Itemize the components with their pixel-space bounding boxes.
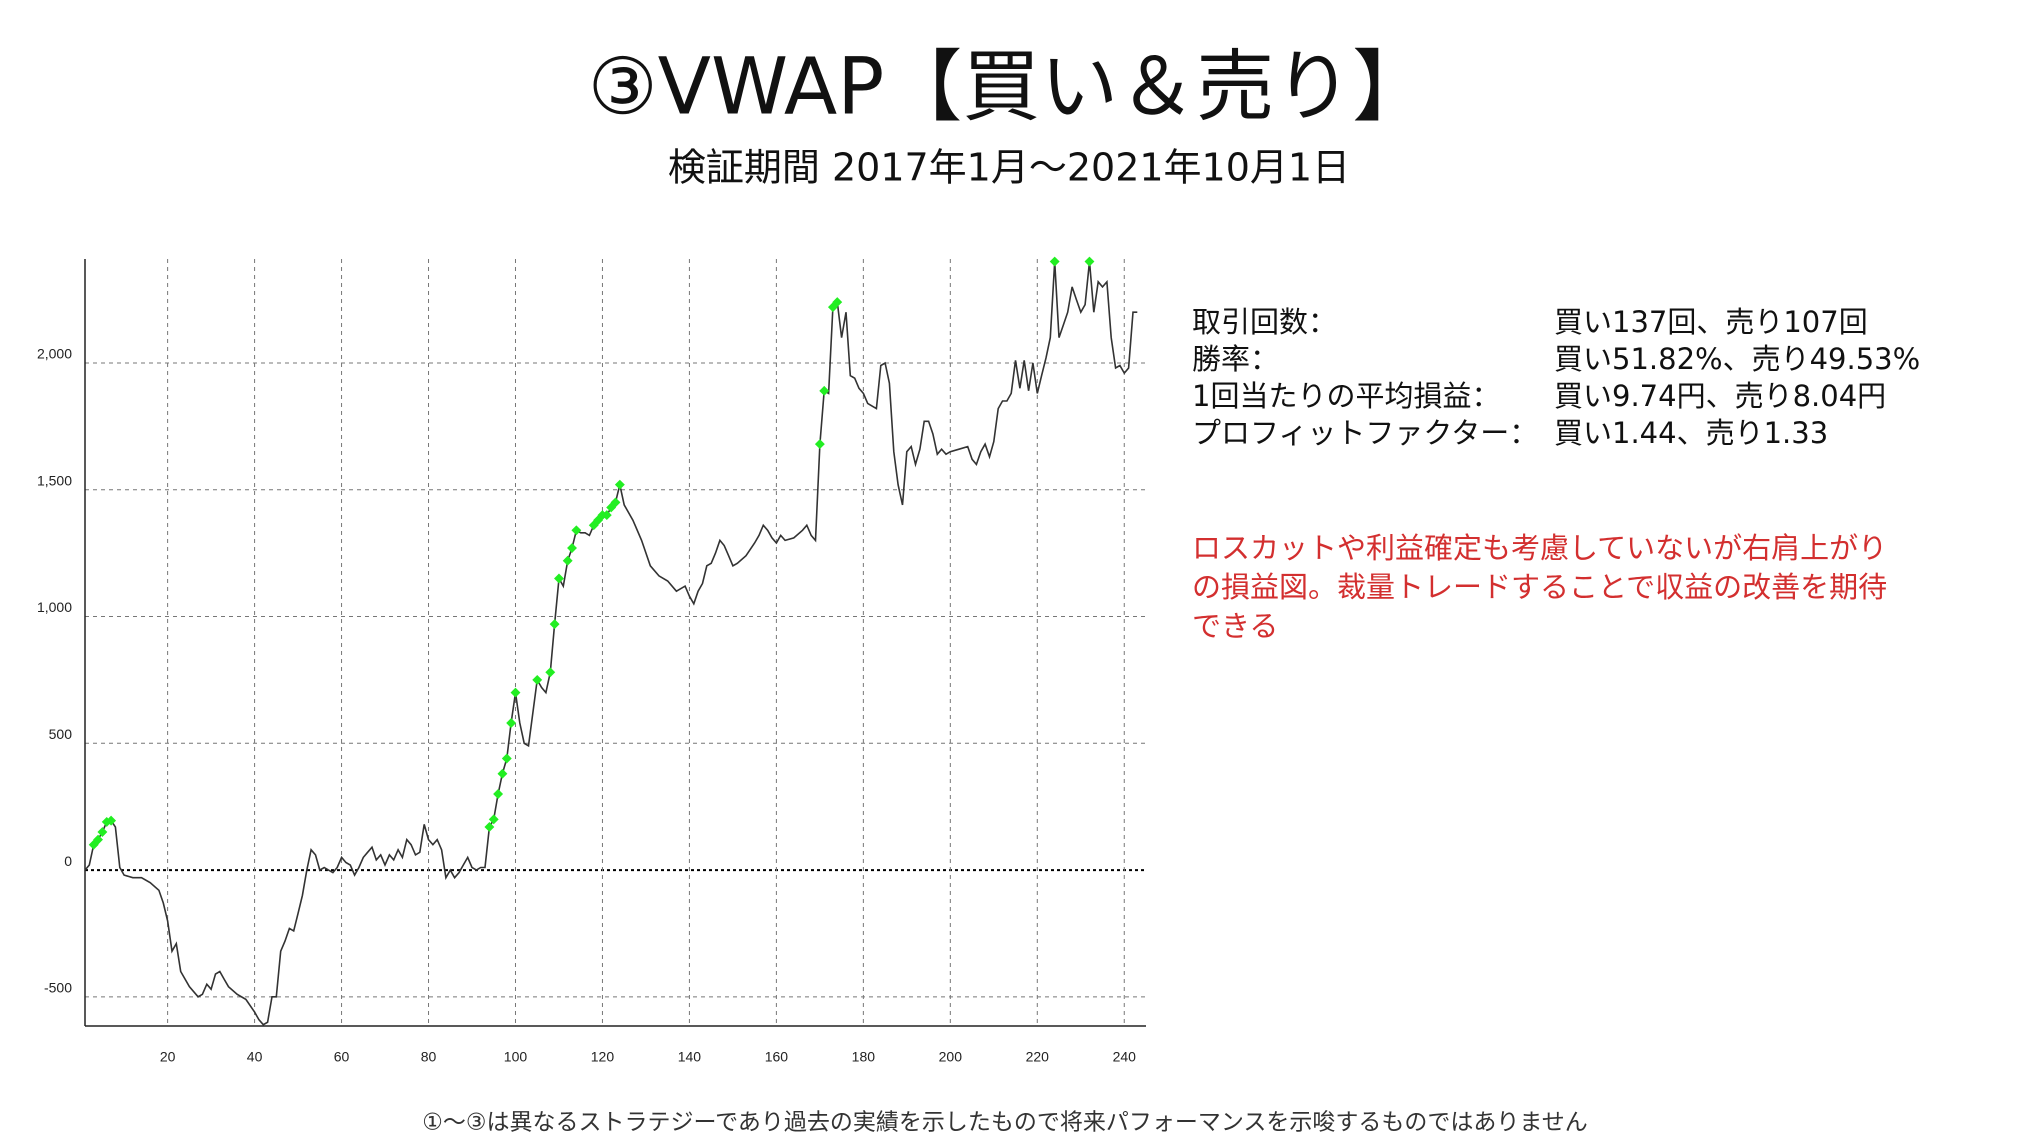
trade-marker	[532, 674, 543, 685]
trade-marker	[1084, 256, 1095, 267]
y-tick-label: -500	[44, 980, 72, 996]
x-tick-label: 120	[591, 1049, 615, 1065]
x-tick-label: 140	[678, 1049, 702, 1065]
trade-marker	[484, 822, 495, 832]
trade-marker	[510, 687, 521, 698]
equity-line	[84, 261, 1138, 1026]
trade-marker	[571, 525, 582, 536]
footer: ①～③は異なるストラテジーであり過去の実績を示したもので将来パフォーマンスを示唆…	[422, 1110, 1587, 1136]
trade-marker	[610, 497, 621, 508]
trade-marker	[501, 753, 512, 764]
note-line: ロスカットや利益確定も考慮していないが右肩上がり	[1192, 531, 1887, 565]
x-tick-label: 200	[939, 1049, 963, 1065]
trade-marker	[549, 619, 560, 630]
trade-marker	[819, 385, 830, 396]
trade-marker	[554, 573, 564, 584]
x-tick-label: 240	[1113, 1049, 1137, 1065]
trade-marker	[545, 667, 556, 678]
note-line: できる	[1192, 609, 1278, 643]
y-tick-label: 1,500	[37, 472, 72, 488]
x-tick-label: 40	[247, 1049, 263, 1065]
trade-marker	[601, 510, 612, 521]
trade-marker	[106, 815, 117, 826]
x-tick-label: 220	[1026, 1049, 1050, 1065]
stat-value: 買い1.44、売り1.33	[1554, 416, 1828, 450]
x-tick-label: 20	[160, 1049, 176, 1065]
x-tick-label: 100	[504, 1049, 528, 1065]
y-tick-label: 500	[49, 726, 73, 742]
stat-value: 買い9.74円、売り8.04円	[1554, 379, 1886, 413]
x-tick-label: 80	[421, 1049, 437, 1065]
stat-label: 1回当たりの平均損益：	[1192, 379, 1500, 413]
stat-value: 買い51.82%、売り49.53%	[1554, 342, 1920, 376]
stat-label: 取引回数：	[1192, 305, 1337, 339]
note-line: の損益図。裁量トレードすることで収益の改善を期待	[1192, 570, 1887, 604]
trade-marker	[1049, 256, 1060, 267]
trade-marker	[567, 543, 577, 554]
y-tick-label: 1,000	[37, 599, 72, 615]
trade-marker	[97, 827, 108, 837]
y-tick-label: 0	[64, 853, 72, 869]
slide-title: ③VWAP【買い＆売り】	[588, 42, 1431, 132]
trade-marker	[506, 718, 517, 728]
x-tick-label: 160	[765, 1049, 789, 1065]
stat-value: 買い137回、売り107回	[1554, 305, 1868, 339]
stat-label: プロフィットファクター：	[1192, 416, 1538, 450]
trade-marker	[832, 297, 843, 308]
trade-marker	[497, 768, 508, 779]
trade-marker	[93, 834, 103, 845]
x-tick-label: 180	[852, 1049, 876, 1065]
x-tick-label: 60	[334, 1049, 350, 1065]
trade-marker	[614, 479, 625, 490]
trade-marker	[488, 814, 499, 825]
stat-label: 勝率：	[1192, 342, 1279, 376]
slide-subtitle: 検証期間 2017年1月～2021年10月1日	[668, 146, 1350, 190]
trade-marker	[493, 789, 504, 799]
trade-marker	[562, 555, 573, 566]
y-tick-label: 2,000	[37, 346, 72, 362]
trade-marker	[814, 439, 825, 450]
